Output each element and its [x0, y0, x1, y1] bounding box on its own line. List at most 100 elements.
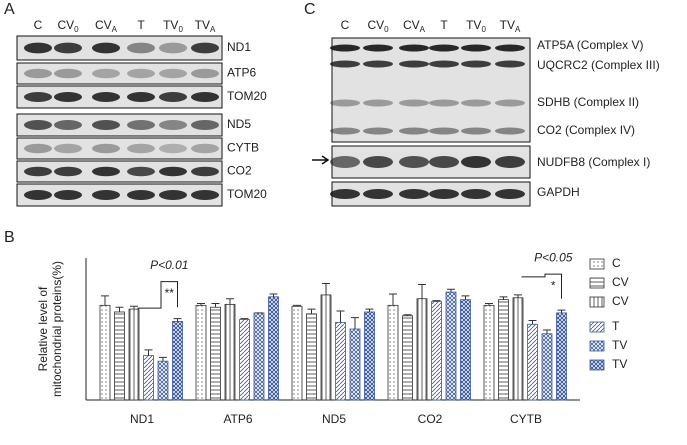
lane-label-base: C	[341, 18, 350, 32]
blot-band	[24, 92, 52, 102]
legend-swatch	[589, 258, 605, 270]
bar	[460, 299, 471, 401]
bar	[541, 333, 553, 401]
blot-band	[54, 42, 82, 54]
bar	[99, 304, 111, 401]
blot-band	[363, 60, 393, 68]
blot-row-label: NUDFB8 (Complex I)	[537, 155, 650, 169]
legend-name: TV	[612, 338, 627, 352]
error-bar	[543, 329, 551, 334]
error-bar	[159, 356, 167, 362]
blot-band	[92, 68, 120, 79]
blot-strip	[16, 137, 223, 160]
lane-label: TVA	[195, 18, 216, 34]
blot-band	[399, 189, 429, 199]
blot-band	[191, 166, 219, 177]
y-axis-label-line: Relative level of	[36, 286, 50, 371]
error-bar	[485, 302, 493, 306]
bar	[335, 321, 346, 401]
significance-stars: **	[165, 286, 175, 300]
blot-band	[92, 190, 120, 200]
blot-band	[429, 156, 459, 168]
error-bar	[389, 293, 397, 306]
legend-name: C	[612, 256, 621, 270]
lane-label-base: CV	[367, 18, 384, 32]
blot-band	[461, 99, 491, 107]
bar	[224, 303, 236, 401]
significance-bracket	[137, 281, 178, 309]
blot-band	[363, 156, 393, 168]
lane-label: CV0	[367, 18, 389, 34]
error-bar	[322, 283, 330, 295]
p-value: P<0.05	[534, 250, 573, 264]
bar	[498, 299, 509, 401]
blot-band	[495, 99, 525, 107]
blot-band	[461, 60, 491, 68]
blot-band	[159, 92, 187, 102]
blot-band	[429, 60, 459, 68]
legend-swatch	[589, 340, 605, 352]
legend-label: TV	[612, 357, 627, 371]
blot-band	[24, 143, 52, 154]
blot-band	[495, 127, 525, 135]
error-bar	[351, 317, 359, 329]
lane-label-base: CV	[95, 18, 112, 32]
blot-row-label: CO2	[227, 164, 252, 178]
lane-label-sub: A	[210, 25, 216, 34]
error-bar	[307, 308, 316, 314]
legend-swatch	[589, 321, 605, 333]
error-bar	[418, 284, 426, 299]
blot-band	[399, 44, 429, 52]
blot-band	[461, 156, 491, 168]
legend-name: TV	[612, 357, 627, 371]
blot-band	[429, 127, 459, 135]
panel-letter: B	[4, 229, 15, 246]
legend-label: C	[612, 256, 621, 270]
blot-row-label: TOM20	[227, 89, 267, 103]
error-bar	[173, 318, 182, 322]
blot-band	[330, 99, 360, 107]
legend-swatch	[589, 296, 605, 308]
blot-band	[54, 120, 82, 130]
x-tick-label: ND1	[130, 412, 154, 426]
legend-label: CV	[612, 294, 629, 308]
lane-label-base: CV	[57, 18, 74, 32]
blot-band	[461, 189, 491, 199]
bar	[239, 319, 250, 401]
legend-label: TV	[612, 338, 627, 352]
blot-row-label: ND5	[227, 117, 251, 131]
blot-band	[330, 44, 360, 52]
blot-band	[159, 166, 187, 177]
legend-label: T	[612, 319, 620, 333]
blot-band	[461, 127, 491, 135]
bar	[416, 298, 428, 401]
lane-label-base: CV	[403, 18, 420, 32]
bar	[306, 313, 317, 401]
bar	[431, 301, 442, 401]
bar	[556, 312, 567, 401]
blot-band	[191, 190, 219, 200]
bar	[143, 355, 154, 401]
lane-label: CVA	[95, 18, 118, 34]
error-bar	[240, 318, 249, 320]
bar	[445, 291, 457, 401]
x-tick-label: ND5	[322, 412, 346, 426]
blot-band	[24, 42, 52, 54]
lane-label: CVA	[403, 18, 426, 34]
blot-band	[399, 127, 429, 135]
lane-label-sub: 0	[178, 25, 183, 34]
lane-label-sub: 0	[481, 25, 486, 34]
lane-label-sub: A	[112, 25, 118, 34]
lane-label-base: TV	[195, 18, 210, 32]
blot-band	[330, 156, 360, 168]
blot-band	[92, 143, 120, 154]
blot-band	[399, 99, 429, 107]
lane-label: T	[440, 18, 448, 32]
legend-label: CV	[612, 275, 629, 289]
error-bar	[499, 296, 508, 300]
lane-label: C	[34, 18, 43, 32]
blot-band	[92, 166, 120, 177]
blot-band	[159, 68, 187, 79]
lane-label-base: TV	[163, 18, 178, 32]
lane-label-sub: 0	[74, 25, 79, 34]
